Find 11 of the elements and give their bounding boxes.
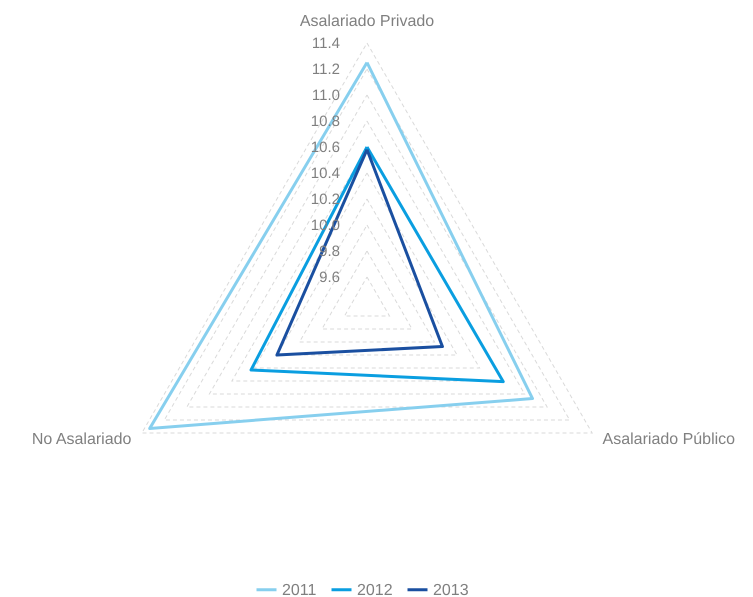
legend-label: 2011 [282, 582, 317, 597]
y-tick-label: 11.0 [312, 87, 340, 104]
spoke-label: Asalariado Privado [300, 13, 434, 30]
spoke-label: No Asalariado [32, 431, 132, 448]
y-tick-label: 11.2 [312, 61, 340, 78]
legend-label: 2013 [433, 582, 469, 597]
y-tick-label: 9.6 [319, 269, 340, 286]
spoke-label: Asalariado Público [602, 431, 736, 448]
legend-label: 2012 [357, 582, 393, 597]
y-tick-label: 11.4 [312, 35, 340, 52]
y-tick-label: 10.4 [310, 165, 340, 182]
